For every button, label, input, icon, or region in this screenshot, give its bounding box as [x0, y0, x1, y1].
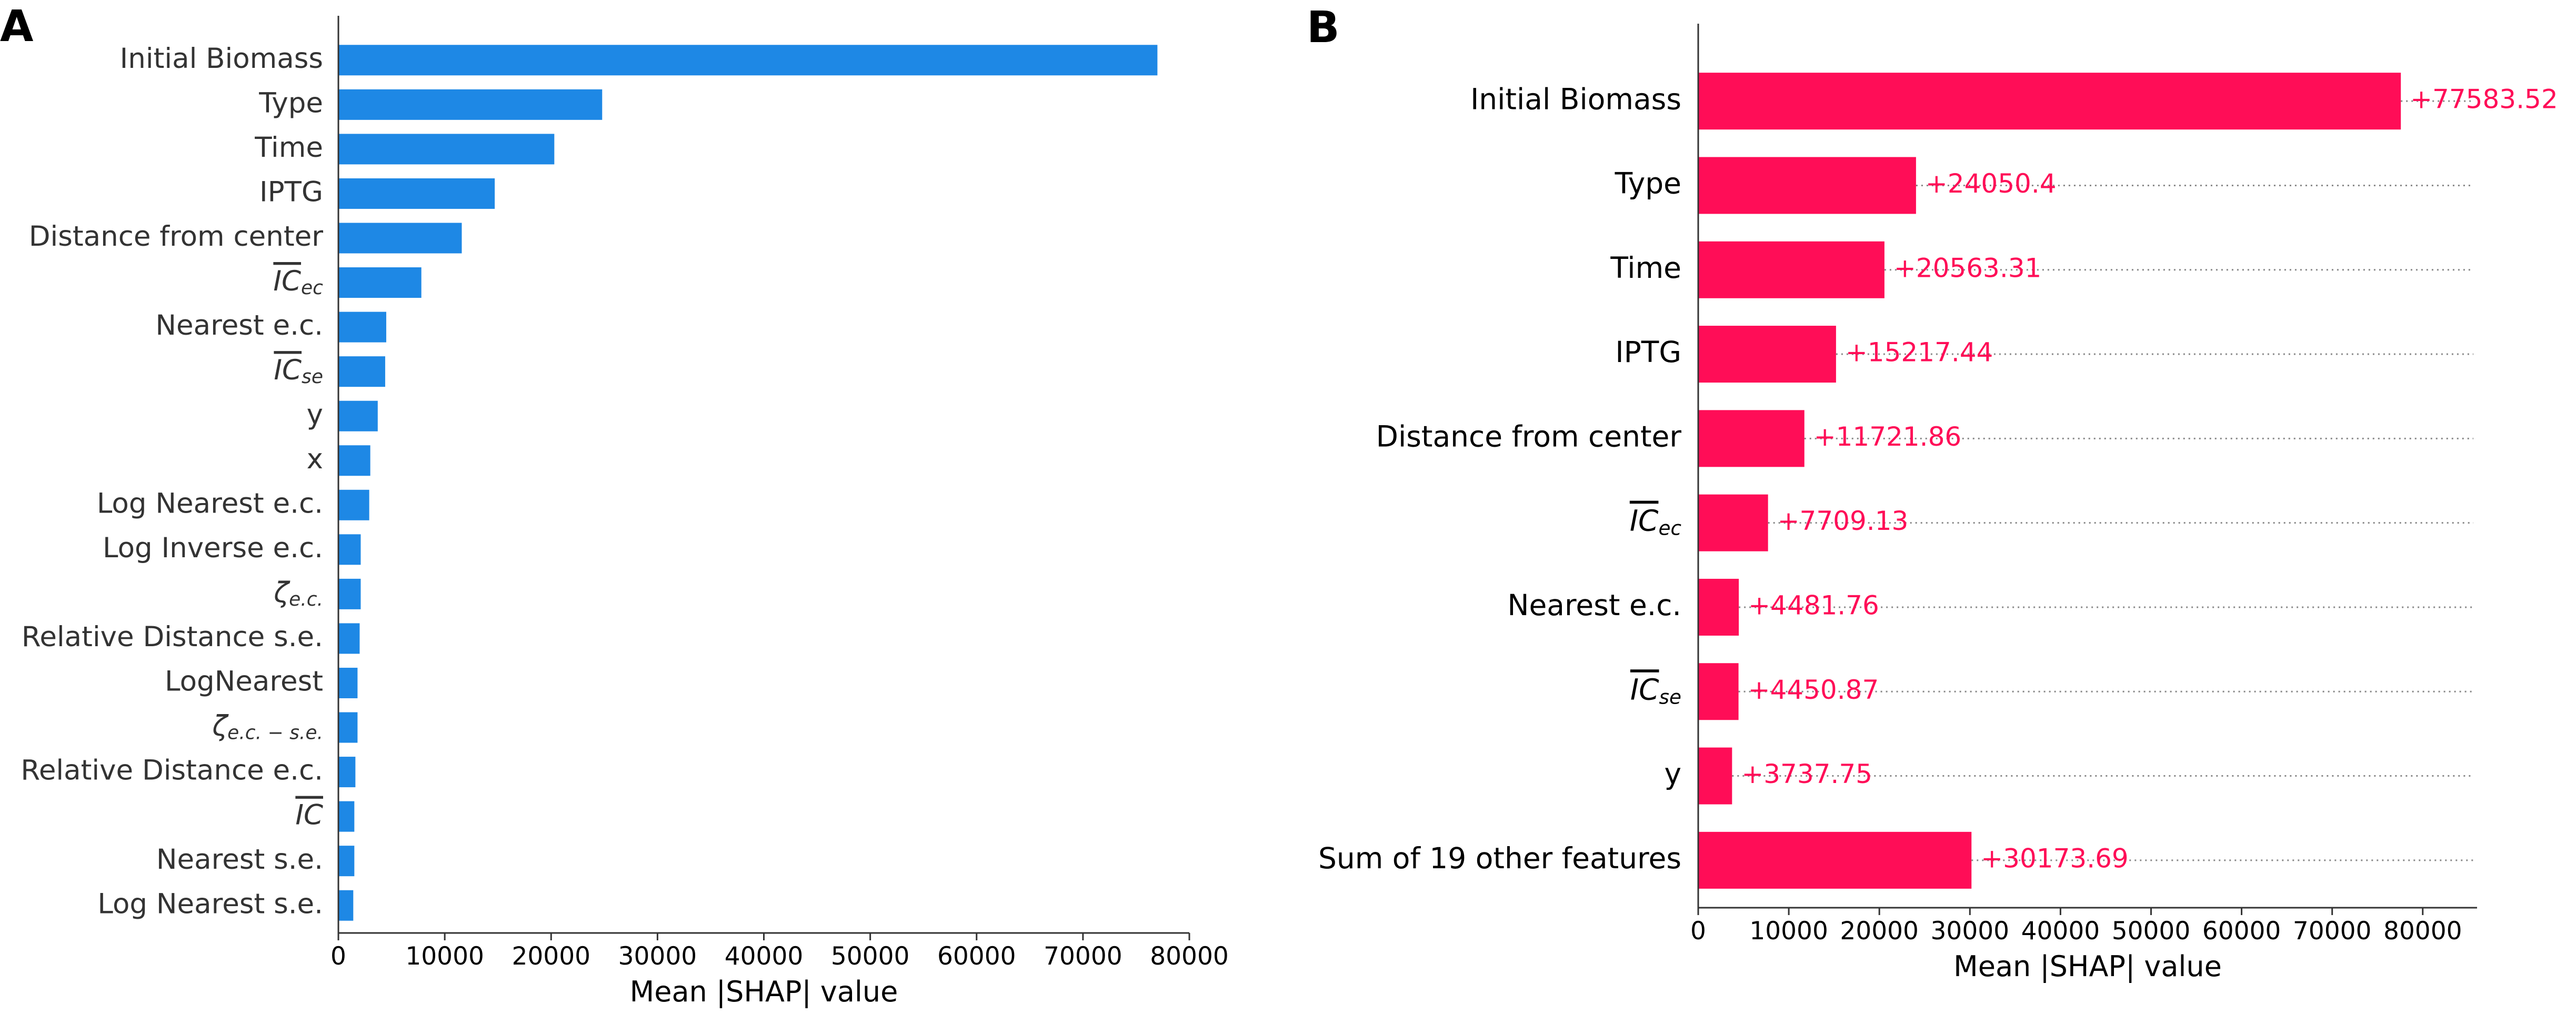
- category-label: ζe.c.: [273, 577, 323, 610]
- category-label: IPTG: [259, 176, 323, 208]
- bar: [338, 623, 360, 654]
- bar: [338, 45, 1158, 76]
- x-tick-label: 60000: [937, 942, 1016, 971]
- bar: [338, 846, 355, 877]
- x-tick-label: 80000: [1150, 942, 1229, 971]
- category-label: x: [307, 443, 323, 475]
- x-tick-label: 20000: [1840, 917, 1919, 946]
- x-tick-label: 50000: [2112, 917, 2191, 946]
- category-label: Nearest e.c.: [155, 309, 323, 342]
- value-label: +15217.44: [1846, 337, 1993, 368]
- category-label: ICse: [274, 354, 323, 388]
- category-label: Nearest e.c.: [1507, 588, 1681, 622]
- bar: [1698, 73, 2401, 130]
- category-label: IPTG: [1615, 335, 1681, 369]
- x-tick-label: 40000: [2021, 917, 2100, 946]
- bar: [338, 312, 386, 343]
- x-tick-label: 60000: [2202, 917, 2281, 946]
- category-label: Initial Biomass: [1470, 82, 1681, 116]
- x-tick-label: 50000: [831, 942, 910, 971]
- bar: [1698, 831, 1972, 889]
- category-label: Distance from center: [1376, 419, 1682, 453]
- x-tick-label: 10000: [405, 942, 484, 971]
- bar: [1698, 663, 1739, 720]
- value-label: +30173.69: [1981, 843, 2128, 874]
- bar: [338, 178, 495, 209]
- value-label: +3737.75: [1741, 759, 1872, 789]
- x-tick-label: 0: [330, 942, 346, 971]
- value-label: +4481.76: [1748, 590, 1879, 620]
- value-label: +24050.4: [1926, 168, 2057, 199]
- bar: [338, 134, 555, 165]
- category-label: Log Nearest e.c.: [97, 487, 323, 519]
- panel-a-chart: A Initial Biomass Type Time IPTG Distance fro…: [0, 2, 1229, 1008]
- bar: [338, 445, 370, 476]
- category-label: Relative Distance e.c.: [21, 755, 323, 787]
- category-label: Relative Distance s.e.: [22, 621, 323, 653]
- bar: [338, 801, 355, 832]
- category-label: Type: [258, 87, 323, 119]
- x-tick-label: 0: [1690, 917, 1706, 946]
- bar: [1698, 410, 1805, 467]
- value-label: +20563.31: [1894, 253, 2041, 283]
- value-label: +7709.13: [1778, 506, 1909, 536]
- panel-letter: B: [1307, 3, 1340, 53]
- bar: [338, 400, 378, 431]
- bar: [338, 534, 361, 565]
- category-label: Log Nearest s.e.: [97, 888, 323, 920]
- category-label: Type: [1615, 167, 1681, 200]
- category-label: Nearest s.e.: [156, 844, 323, 876]
- category-label: ICec: [1630, 504, 1682, 539]
- x-tick-label: 70000: [2293, 917, 2372, 946]
- bar: [1698, 241, 1885, 298]
- bar: [1698, 157, 1916, 214]
- bar: [1698, 494, 1768, 551]
- bar: [338, 712, 358, 743]
- bar: [1698, 578, 1739, 636]
- x-axis-title: Mean |SHAP| value: [1953, 950, 2222, 983]
- category-label: Sum of 19 other features: [1318, 841, 1681, 875]
- category-label: LogNearest: [165, 666, 323, 698]
- bar: [1698, 326, 1836, 383]
- category-label: ζe.c. − s.e.: [212, 710, 323, 744]
- bar: [338, 667, 358, 698]
- x-axis-title: Mean |SHAP| value: [630, 975, 898, 1008]
- bar: [338, 890, 354, 921]
- category-label: IC: [295, 799, 323, 831]
- value-label: +77583.52: [2410, 84, 2558, 115]
- panel-letter: A: [0, 2, 34, 52]
- x-tick-label: 40000: [725, 942, 804, 971]
- x-tick-label: 80000: [2383, 917, 2462, 946]
- bar: [338, 356, 385, 387]
- category-label: ICse: [1630, 672, 1681, 708]
- bar: [338, 757, 356, 788]
- bar: [338, 267, 422, 298]
- bar: [1698, 747, 1732, 805]
- x-tick-label: 70000: [1044, 942, 1122, 971]
- category-label: Time: [1610, 251, 1681, 285]
- panel-b-chart: B Initial Biomass +77583.52 Type +24050.4 Tim…: [1307, 3, 2558, 983]
- bar: [338, 578, 361, 609]
- value-label: +4450.87: [1748, 675, 1879, 705]
- category-label: Distance from center: [29, 220, 324, 253]
- bar: [338, 489, 369, 520]
- category-label: y: [1664, 757, 1681, 791]
- category-label: y: [307, 398, 323, 430]
- x-tick-label: 30000: [618, 942, 697, 971]
- value-label: +11721.86: [1814, 421, 1961, 452]
- category-label: Log Inverse e.c.: [103, 532, 323, 564]
- bar: [338, 89, 603, 120]
- bar: [338, 223, 462, 254]
- category-label: ICec: [273, 265, 323, 299]
- category-label: Time: [254, 132, 323, 164]
- x-tick-label: 30000: [1931, 917, 2010, 946]
- x-tick-label: 20000: [512, 942, 590, 971]
- category-label: Initial Biomass: [120, 43, 323, 75]
- x-tick-label: 10000: [1749, 917, 1828, 946]
